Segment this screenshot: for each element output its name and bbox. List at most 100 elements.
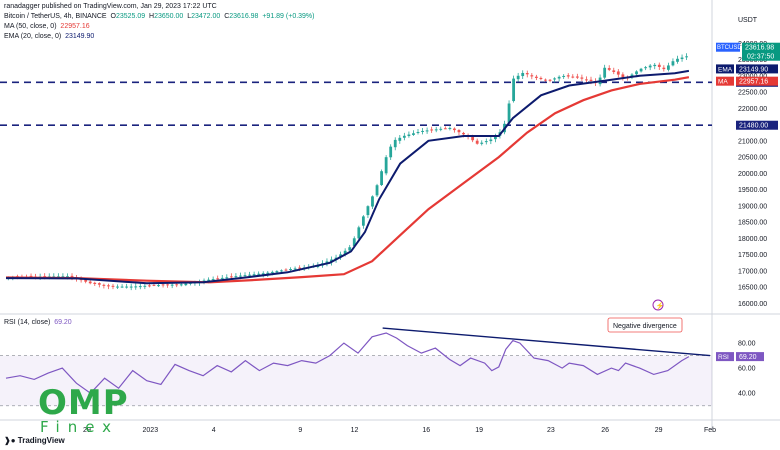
candle-body [484,141,488,143]
candle-body [116,286,119,288]
candle-body [457,130,461,133]
price-tick-label: 22500.00 [738,90,767,97]
rsi-tick-label: 60.00 [738,366,756,373]
candle-body [544,79,547,81]
candle-body [129,286,133,288]
candle-body [348,247,352,251]
candle-body [261,273,265,275]
candle-body [361,216,365,226]
ohlc-close-label: C [224,13,230,20]
candle-body [471,136,475,141]
candle-body [607,68,611,70]
candle-body [120,286,124,288]
ma-legend[interactable]: MA (50, close, 0) 22957.16 [4,23,90,30]
candle-body [421,130,424,132]
rsi-legend[interactable]: RSI (14, close) 69.20 [4,319,72,326]
candle-body [66,276,69,278]
indicator-value-bg [736,64,778,74]
indicator-tag-bg [716,64,734,74]
candle-body [352,238,356,247]
tradingview-logo[interactable]: ❱● TradingView [4,436,65,445]
time-tick-label: 16 [422,427,430,434]
candle-body [539,77,543,80]
candle-body [585,79,588,81]
candle-body [680,57,684,60]
divergence-trendline [382,327,711,357]
time-tick-label: Feb [704,427,716,434]
candle-body [97,283,101,285]
candle-body [475,140,479,144]
candle-body [220,277,224,279]
rsi-band [0,355,712,406]
candle-body [148,285,151,287]
time-tick-label: 23 [547,427,555,434]
ema-legend-value: 23149.90 [65,33,95,40]
candle-body [243,275,247,277]
lightning-icon-glyph: ⚡ [656,301,665,310]
candle-body [175,284,179,286]
rsi-value-bg [736,352,764,362]
support-level-tag [736,120,778,130]
last-price-tag-bg [742,42,780,61]
ema20-line [5,69,690,285]
price-tick-label: 16500.00 [738,285,767,292]
divergence-callout: Negative divergence [613,323,677,330]
rsi-value-label: 69.20 [739,354,757,361]
last-price-value: 23616.98 [745,45,774,52]
price-tick-label: 18500.00 [738,220,767,227]
publish-info: ranadagger published on TradingView.com,… [4,3,217,10]
indicator-value-label: 22957.16 [739,79,768,86]
watermark-finex: Finex [40,418,120,436]
ema-legend-label: EMA (20, close, 0) [4,33,62,40]
candle-body [234,276,238,278]
candle-body [648,65,652,68]
ohlc-high-label: H [149,13,155,20]
candle-body [493,136,497,140]
candle-body [448,127,452,129]
candle-body [107,285,110,287]
candle-body [70,275,74,278]
ohlc-low: 23472.00 [191,13,221,20]
candle-body [462,132,465,135]
candle-body [666,65,670,70]
candle-body [548,79,552,81]
candle-body [29,275,33,277]
symbol-tag-bg [716,42,740,52]
candle-body [111,285,115,287]
candle-body [289,268,292,270]
candle-body [439,128,443,130]
candle-body [671,61,675,66]
candle-body [380,171,383,186]
candle-body [425,130,429,132]
candle-body [184,283,188,286]
symbol-tag: BTCUSDT [717,45,746,51]
symbol-name: Bitcoin / TetherUS, 4h, BINANCE [4,13,107,20]
candle-body [225,277,229,279]
time-tick-label: 26 [601,427,609,434]
candle-body [521,72,525,77]
candle-body [138,286,142,288]
ohlc-low-label: L [187,13,192,20]
candle-body [566,75,570,77]
tradingview-logo-icon: ❱● [4,436,16,445]
rsi-tick-label: 40.00 [738,391,756,398]
candle-body [516,75,520,80]
price-tick-label: 22000.00 [738,106,767,113]
price-tick-label: 19000.00 [738,203,767,210]
support-level-label: 21480.00 [739,123,768,130]
candle-body [603,67,607,78]
candle-body [612,70,616,72]
candle-body [557,76,561,79]
ohlc-high: 23650.00 [154,13,184,20]
candle-body [202,280,206,282]
candle-body [56,276,60,278]
candle-body [562,75,566,77]
candle-body [402,135,406,138]
price-tick-label: 21000.00 [738,138,767,145]
candle-body [239,275,242,277]
candle-body [275,271,279,273]
ema-legend[interactable]: EMA (20, close, 0) 23149.90 [4,33,94,40]
price-tick-label: 17000.00 [738,268,767,275]
price-tick-label: 18000.00 [738,236,767,243]
